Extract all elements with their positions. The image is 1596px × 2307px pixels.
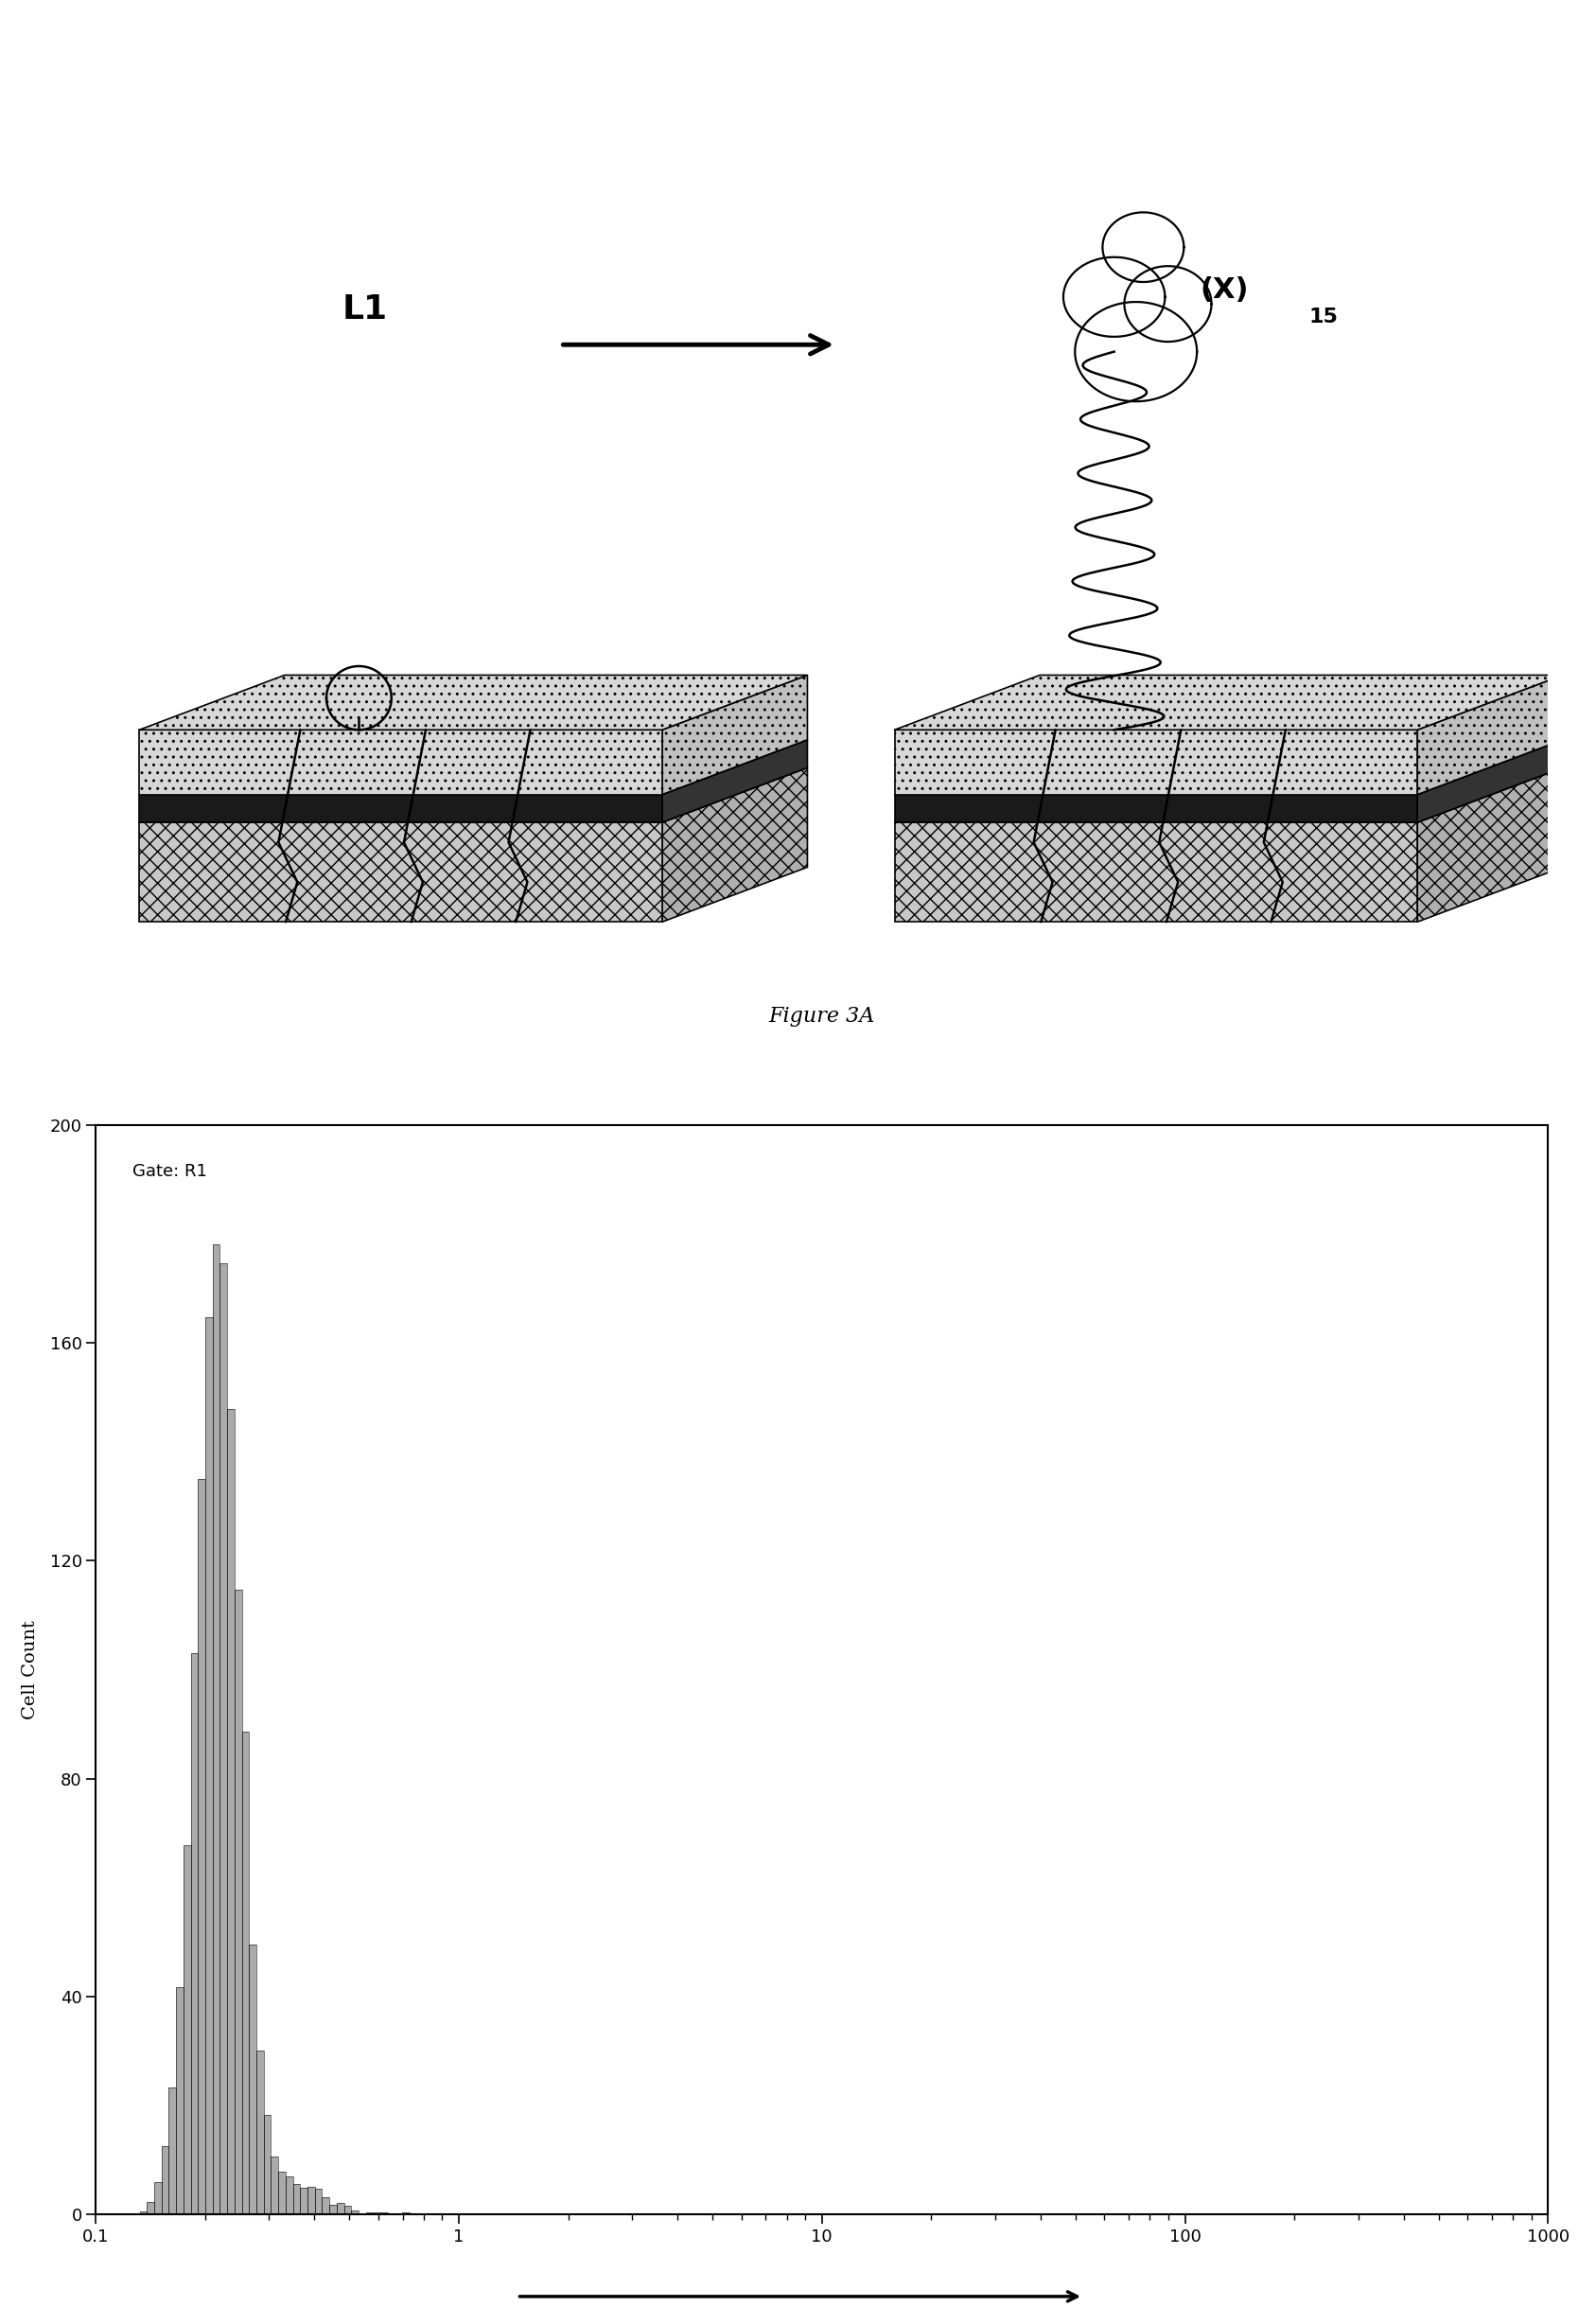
Polygon shape <box>894 794 1417 821</box>
Bar <box>206 1317 212 2215</box>
Bar <box>263 2116 271 2215</box>
Bar <box>139 2210 147 2215</box>
Polygon shape <box>662 768 808 923</box>
Polygon shape <box>662 676 808 794</box>
Bar <box>198 1479 206 2215</box>
Bar <box>286 2176 292 2215</box>
Polygon shape <box>894 768 1562 821</box>
Bar <box>300 2187 308 2215</box>
Bar <box>198 1479 206 2215</box>
Bar <box>190 1652 198 2215</box>
Bar <box>176 1986 184 2215</box>
Bar <box>329 2205 337 2215</box>
Bar <box>249 1945 257 2215</box>
Bar <box>351 2210 359 2215</box>
Polygon shape <box>894 741 1562 794</box>
Bar <box>314 2189 322 2215</box>
Bar <box>235 1590 241 2215</box>
Bar <box>227 1410 235 2215</box>
Bar <box>322 2199 329 2215</box>
Polygon shape <box>139 729 662 794</box>
Polygon shape <box>139 676 808 729</box>
Text: 15: 15 <box>1309 307 1337 325</box>
Y-axis label: Cell Count: Cell Count <box>22 1620 40 1719</box>
Bar <box>278 2171 286 2215</box>
Bar <box>380 2212 388 2215</box>
Polygon shape <box>139 794 662 821</box>
Bar <box>241 1733 249 2215</box>
Bar <box>300 2187 308 2215</box>
Bar <box>176 1986 184 2215</box>
Bar <box>147 2201 155 2215</box>
Polygon shape <box>662 741 808 821</box>
Bar <box>337 2203 343 2215</box>
Bar <box>278 2171 286 2215</box>
Text: Figure 3A: Figure 3A <box>769 1006 875 1027</box>
Polygon shape <box>139 741 808 794</box>
Polygon shape <box>139 768 808 821</box>
Bar <box>257 2051 263 2215</box>
Bar <box>241 1733 249 2215</box>
Bar <box>184 1846 190 2215</box>
Bar <box>402 2212 410 2215</box>
Polygon shape <box>894 821 1417 923</box>
Bar <box>365 2212 373 2215</box>
Text: LPS: LPS <box>185 796 233 819</box>
Bar <box>263 2116 271 2215</box>
Bar <box>206 1317 212 2215</box>
Text: Gate: R1: Gate: R1 <box>132 1163 207 1179</box>
Bar <box>308 2187 314 2215</box>
Bar <box>212 1246 220 2215</box>
Bar <box>322 2199 329 2215</box>
Bar <box>271 2157 278 2215</box>
Polygon shape <box>1417 741 1562 821</box>
Bar <box>343 2205 351 2215</box>
Polygon shape <box>894 729 1417 794</box>
Bar <box>329 2205 337 2215</box>
Bar <box>235 1590 241 2215</box>
Polygon shape <box>1417 676 1562 794</box>
Bar <box>402 2212 410 2215</box>
Bar <box>380 2212 388 2215</box>
Bar <box>351 2210 359 2215</box>
Bar <box>373 2212 380 2215</box>
Bar <box>286 2176 292 2215</box>
Bar <box>139 2210 147 2215</box>
Bar <box>169 2088 176 2215</box>
Bar <box>190 1652 198 2215</box>
Text: (X): (X) <box>1200 277 1248 305</box>
Bar <box>155 2182 161 2215</box>
Bar <box>257 2051 263 2215</box>
Polygon shape <box>894 676 1562 729</box>
Bar <box>314 2189 322 2215</box>
Bar <box>249 1945 257 2215</box>
Polygon shape <box>139 821 662 923</box>
Bar <box>169 2088 176 2215</box>
Polygon shape <box>1417 768 1562 923</box>
Bar <box>161 2146 169 2215</box>
Bar <box>212 1246 220 2215</box>
Bar <box>155 2182 161 2215</box>
Bar <box>308 2187 314 2215</box>
Bar <box>227 1410 235 2215</box>
Bar <box>147 2201 155 2215</box>
Text: L1: L1 <box>342 293 388 325</box>
Bar <box>343 2205 351 2215</box>
Bar <box>292 2185 300 2215</box>
Bar <box>365 2212 373 2215</box>
Bar <box>271 2157 278 2215</box>
Bar <box>337 2203 343 2215</box>
Bar <box>184 1846 190 2215</box>
Bar <box>161 2146 169 2215</box>
Bar <box>220 1262 227 2215</box>
Bar <box>292 2185 300 2215</box>
Bar <box>220 1262 227 2215</box>
Bar <box>373 2212 380 2215</box>
